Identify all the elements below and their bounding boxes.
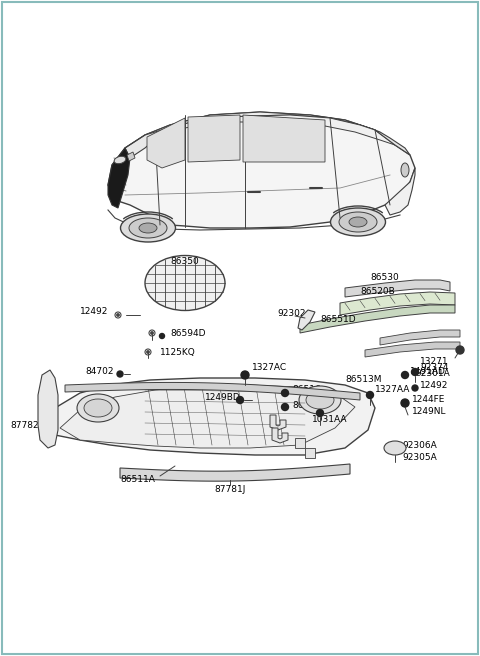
Polygon shape (340, 292, 455, 315)
Circle shape (151, 332, 153, 334)
Text: 86511A: 86511A (120, 476, 155, 485)
Circle shape (367, 392, 373, 398)
Circle shape (147, 351, 149, 353)
Polygon shape (65, 382, 360, 400)
Circle shape (316, 409, 324, 417)
Polygon shape (270, 415, 286, 430)
Text: 92374: 92374 (420, 363, 448, 373)
Text: 86594D: 86594D (170, 329, 205, 337)
Text: 1327AC: 1327AC (252, 363, 287, 373)
Polygon shape (295, 438, 305, 448)
Ellipse shape (384, 441, 406, 455)
Text: 1249BD: 1249BD (205, 394, 241, 403)
Polygon shape (305, 448, 315, 458)
Polygon shape (60, 385, 355, 448)
Polygon shape (298, 310, 315, 330)
Polygon shape (120, 464, 350, 481)
Ellipse shape (331, 208, 385, 236)
Ellipse shape (139, 223, 157, 233)
Ellipse shape (349, 217, 367, 227)
Text: 12492: 12492 (420, 382, 448, 390)
Circle shape (241, 371, 249, 379)
Circle shape (117, 314, 119, 316)
Ellipse shape (306, 391, 334, 409)
Polygon shape (243, 115, 325, 162)
Polygon shape (188, 115, 240, 162)
Ellipse shape (339, 212, 377, 232)
Polygon shape (160, 115, 395, 145)
Ellipse shape (84, 399, 112, 417)
Text: 87782J: 87782J (10, 420, 41, 430)
Polygon shape (345, 280, 450, 297)
Ellipse shape (299, 386, 341, 414)
Polygon shape (147, 118, 185, 168)
Circle shape (159, 333, 165, 338)
Polygon shape (38, 370, 58, 448)
Polygon shape (108, 112, 415, 228)
Polygon shape (385, 168, 415, 215)
Ellipse shape (129, 218, 167, 238)
Circle shape (281, 390, 288, 396)
Circle shape (456, 346, 464, 354)
Text: 92301A: 92301A (415, 369, 450, 379)
Circle shape (281, 403, 288, 411)
Text: 86513M: 86513M (345, 375, 382, 384)
Text: 87781J: 87781J (214, 485, 246, 495)
Text: 86515B: 86515B (292, 401, 327, 411)
Polygon shape (300, 305, 455, 333)
Polygon shape (127, 152, 135, 161)
Polygon shape (272, 428, 288, 443)
Ellipse shape (77, 394, 119, 422)
Text: 1244FE: 1244FE (412, 396, 445, 405)
Text: 12492: 12492 (80, 308, 108, 316)
Text: 92305A: 92305A (402, 453, 437, 462)
Text: 86350: 86350 (170, 256, 199, 266)
Text: 92306A: 92306A (402, 440, 437, 449)
Circle shape (401, 399, 409, 407)
Ellipse shape (120, 214, 176, 242)
Text: 13271: 13271 (420, 358, 449, 367)
Circle shape (412, 385, 418, 391)
Ellipse shape (401, 163, 409, 177)
Text: 1031AA: 1031AA (312, 415, 348, 424)
Text: 1491AD: 1491AD (410, 367, 446, 375)
Polygon shape (145, 112, 375, 135)
Text: 86520B: 86520B (360, 287, 395, 297)
Text: 84702: 84702 (85, 367, 113, 377)
Polygon shape (108, 148, 130, 208)
Polygon shape (375, 130, 410, 155)
Ellipse shape (145, 255, 225, 310)
Text: 1125KQ: 1125KQ (160, 348, 196, 356)
Text: 1327AA: 1327AA (375, 386, 410, 394)
Circle shape (117, 371, 123, 377)
Circle shape (401, 371, 408, 379)
Text: 86551D: 86551D (320, 314, 356, 323)
Polygon shape (40, 378, 375, 455)
Text: 86530: 86530 (370, 274, 399, 283)
Text: 86516: 86516 (292, 386, 321, 394)
Circle shape (237, 396, 243, 403)
Ellipse shape (114, 156, 126, 164)
Circle shape (411, 369, 419, 375)
Polygon shape (380, 330, 460, 345)
Polygon shape (365, 342, 460, 357)
Text: 1249NL: 1249NL (412, 407, 446, 417)
Text: 92302: 92302 (277, 310, 305, 319)
Polygon shape (125, 126, 175, 158)
